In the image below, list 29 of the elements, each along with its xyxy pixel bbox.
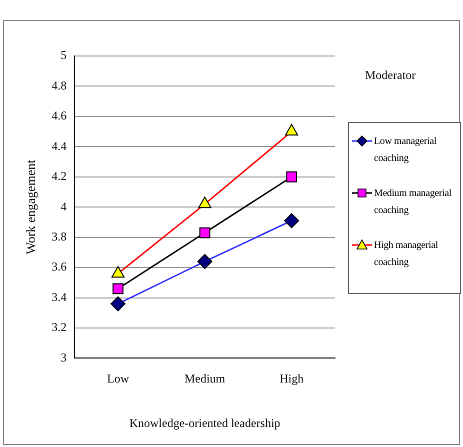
x-axis-title: Knowledge-oriented leadership <box>129 416 280 430</box>
legend-title: Moderator <box>365 68 416 83</box>
point <box>284 213 300 228</box>
y-tick-label: 4.8 <box>52 78 67 92</box>
point <box>285 124 298 136</box>
legend-label: Low managerial coaching <box>374 135 438 166</box>
x-tick-label: Medium <box>184 372 226 386</box>
legend-label: Medium managerial coaching <box>374 187 452 218</box>
legend-label: High managerial coaching <box>374 239 439 270</box>
y-tick-label: 5 <box>60 48 67 62</box>
point <box>112 283 124 294</box>
point <box>199 227 210 238</box>
y-axis-title: Work engagement <box>23 159 38 254</box>
y-tick-label: 3.8 <box>52 229 67 244</box>
y-tick-label: 4 <box>60 199 67 214</box>
x-tick-label: High <box>280 372 304 386</box>
point <box>197 254 212 269</box>
y-tick-label: 3.2 <box>52 320 67 334</box>
point <box>110 296 126 312</box>
y-tick-label: 4.6 <box>52 108 67 123</box>
point <box>198 196 212 208</box>
y-tick-label: 4.2 <box>52 169 67 184</box>
y-tick-label: 3.6 <box>52 260 67 274</box>
point <box>286 171 298 182</box>
point <box>111 266 125 278</box>
x-tick-label: Low <box>107 372 130 386</box>
y-tick-label: 3 <box>60 350 67 364</box>
y-tick-label: 3.4 <box>52 290 67 304</box>
y-tick-label: 4.4 <box>52 138 67 153</box>
